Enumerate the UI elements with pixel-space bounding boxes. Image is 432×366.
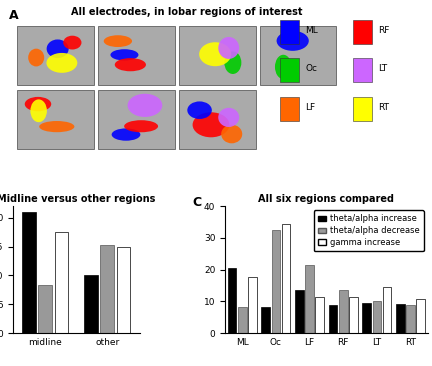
FancyBboxPatch shape xyxy=(280,58,299,82)
Ellipse shape xyxy=(193,112,229,137)
Ellipse shape xyxy=(124,120,158,132)
Bar xyxy=(22,212,36,333)
FancyBboxPatch shape xyxy=(353,58,372,82)
FancyBboxPatch shape xyxy=(353,20,372,44)
Bar xyxy=(329,305,337,333)
Bar xyxy=(305,265,314,333)
Text: RF: RF xyxy=(378,26,389,35)
Text: ML: ML xyxy=(305,26,318,35)
Ellipse shape xyxy=(104,35,132,47)
Bar xyxy=(295,290,304,333)
FancyBboxPatch shape xyxy=(260,26,337,85)
Bar xyxy=(261,307,270,333)
Ellipse shape xyxy=(46,53,77,73)
FancyBboxPatch shape xyxy=(280,20,299,44)
Bar xyxy=(339,290,347,333)
Text: A: A xyxy=(9,9,19,22)
Ellipse shape xyxy=(187,101,212,119)
Ellipse shape xyxy=(224,51,241,74)
FancyBboxPatch shape xyxy=(280,97,299,121)
Ellipse shape xyxy=(111,128,140,141)
Bar xyxy=(349,296,358,333)
FancyBboxPatch shape xyxy=(98,90,175,149)
Ellipse shape xyxy=(111,49,139,60)
Bar xyxy=(416,299,425,333)
Ellipse shape xyxy=(276,31,309,51)
Text: All electrodes, in lobar regions of interest: All electrodes, in lobar regions of inte… xyxy=(71,7,303,17)
Bar xyxy=(38,285,52,333)
Bar xyxy=(101,245,114,333)
Ellipse shape xyxy=(275,55,292,79)
Bar xyxy=(315,296,324,333)
Bar xyxy=(84,275,98,333)
Bar xyxy=(228,268,236,333)
Bar xyxy=(383,287,391,333)
Bar xyxy=(362,303,371,333)
FancyBboxPatch shape xyxy=(17,90,94,149)
Ellipse shape xyxy=(63,36,82,49)
Ellipse shape xyxy=(221,125,242,143)
Ellipse shape xyxy=(47,40,69,58)
FancyBboxPatch shape xyxy=(179,26,256,85)
Bar xyxy=(248,277,257,333)
FancyBboxPatch shape xyxy=(353,97,372,121)
Ellipse shape xyxy=(199,42,231,66)
FancyBboxPatch shape xyxy=(17,26,94,85)
Bar xyxy=(238,307,247,333)
Bar xyxy=(406,305,415,333)
Bar xyxy=(117,247,130,333)
Bar xyxy=(282,224,290,333)
Ellipse shape xyxy=(25,97,51,111)
Title: All six regions compared: All six regions compared xyxy=(258,194,394,204)
FancyBboxPatch shape xyxy=(179,90,256,149)
Text: LT: LT xyxy=(378,64,387,74)
Ellipse shape xyxy=(28,49,44,67)
FancyBboxPatch shape xyxy=(98,26,175,85)
Ellipse shape xyxy=(30,100,47,122)
Ellipse shape xyxy=(218,37,239,59)
Ellipse shape xyxy=(39,121,74,132)
Ellipse shape xyxy=(127,94,162,117)
Bar xyxy=(372,301,381,333)
Text: RT: RT xyxy=(378,103,389,112)
Bar xyxy=(396,303,405,333)
Ellipse shape xyxy=(115,58,146,71)
Text: LF: LF xyxy=(305,103,315,112)
Text: C: C xyxy=(193,196,202,209)
Title: Midline versus other regions: Midline versus other regions xyxy=(0,194,156,204)
Legend: theta/alpha increase, theta/alpha decrease, gamma increase: theta/alpha increase, theta/alpha decrea… xyxy=(314,210,423,251)
Bar xyxy=(272,230,280,333)
Bar xyxy=(54,232,68,333)
Text: Oc: Oc xyxy=(305,64,318,74)
Ellipse shape xyxy=(218,108,239,127)
